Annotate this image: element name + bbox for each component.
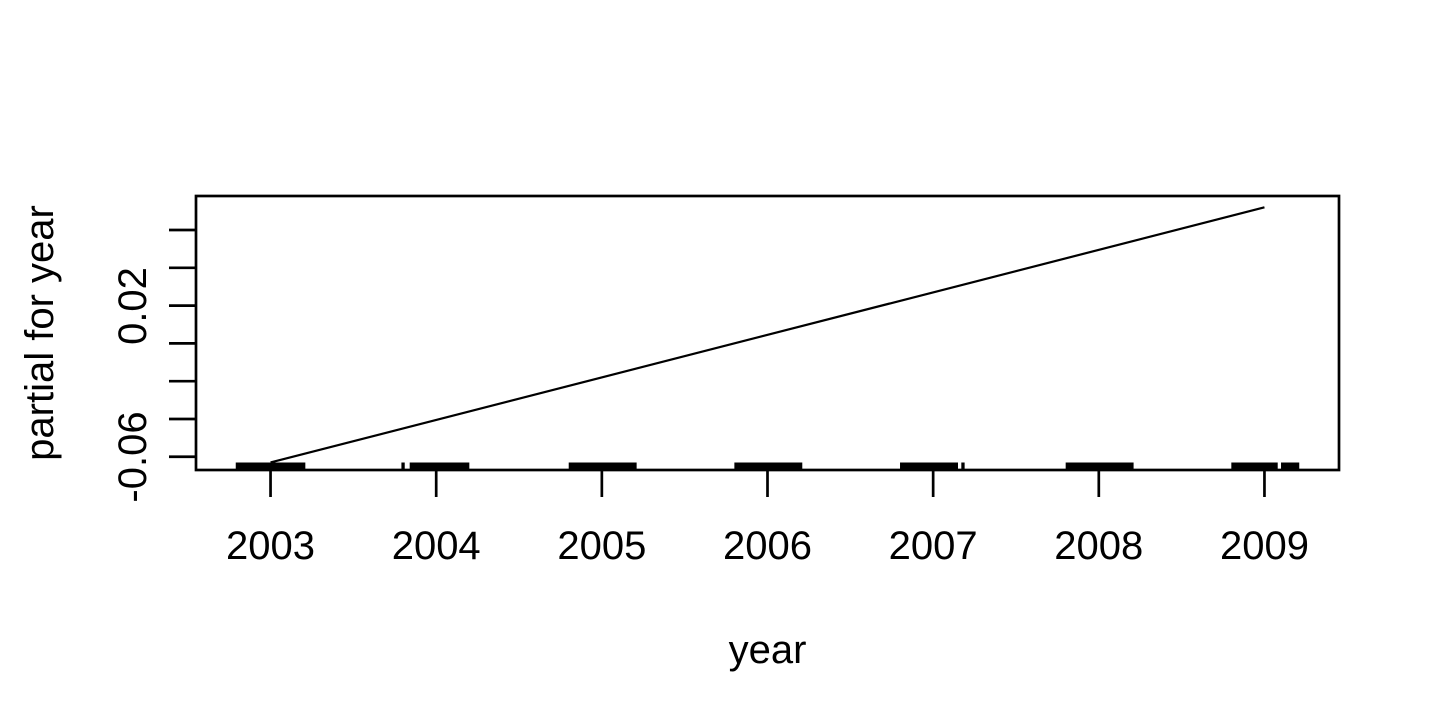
x-tick-label-2009: 2009 [1219, 524, 1309, 568]
x-tick-label-2003: 2003 [226, 524, 316, 568]
fit-line [270, 206, 1265, 464]
rug-mark [961, 462, 965, 470]
rug-mark [900, 462, 958, 470]
rug-mark [235, 462, 306, 470]
y-axis-title: partial for year [18, 205, 62, 461]
rug-mark [401, 462, 405, 470]
rug-mark [1231, 462, 1278, 470]
y-tick-label-0.02: 0.02 [111, 266, 155, 345]
rug-mark [1065, 462, 1134, 470]
x-tick-label-2005: 2005 [557, 524, 647, 568]
x-axis-title: year [728, 628, 807, 672]
rug-mark [568, 462, 637, 470]
rug-mark [1281, 462, 1300, 470]
rug-mark [409, 462, 470, 470]
x-tick-label-2008: 2008 [1054, 524, 1144, 568]
plot-border [194, 194, 1341, 472]
x-tick-label-2007: 2007 [888, 524, 978, 568]
rug-mark [734, 462, 803, 470]
x-tick-label-2004: 2004 [391, 524, 481, 568]
y-tick-label--0.06: -0.06 [111, 411, 155, 503]
x-tick-label-2006: 2006 [723, 524, 812, 568]
